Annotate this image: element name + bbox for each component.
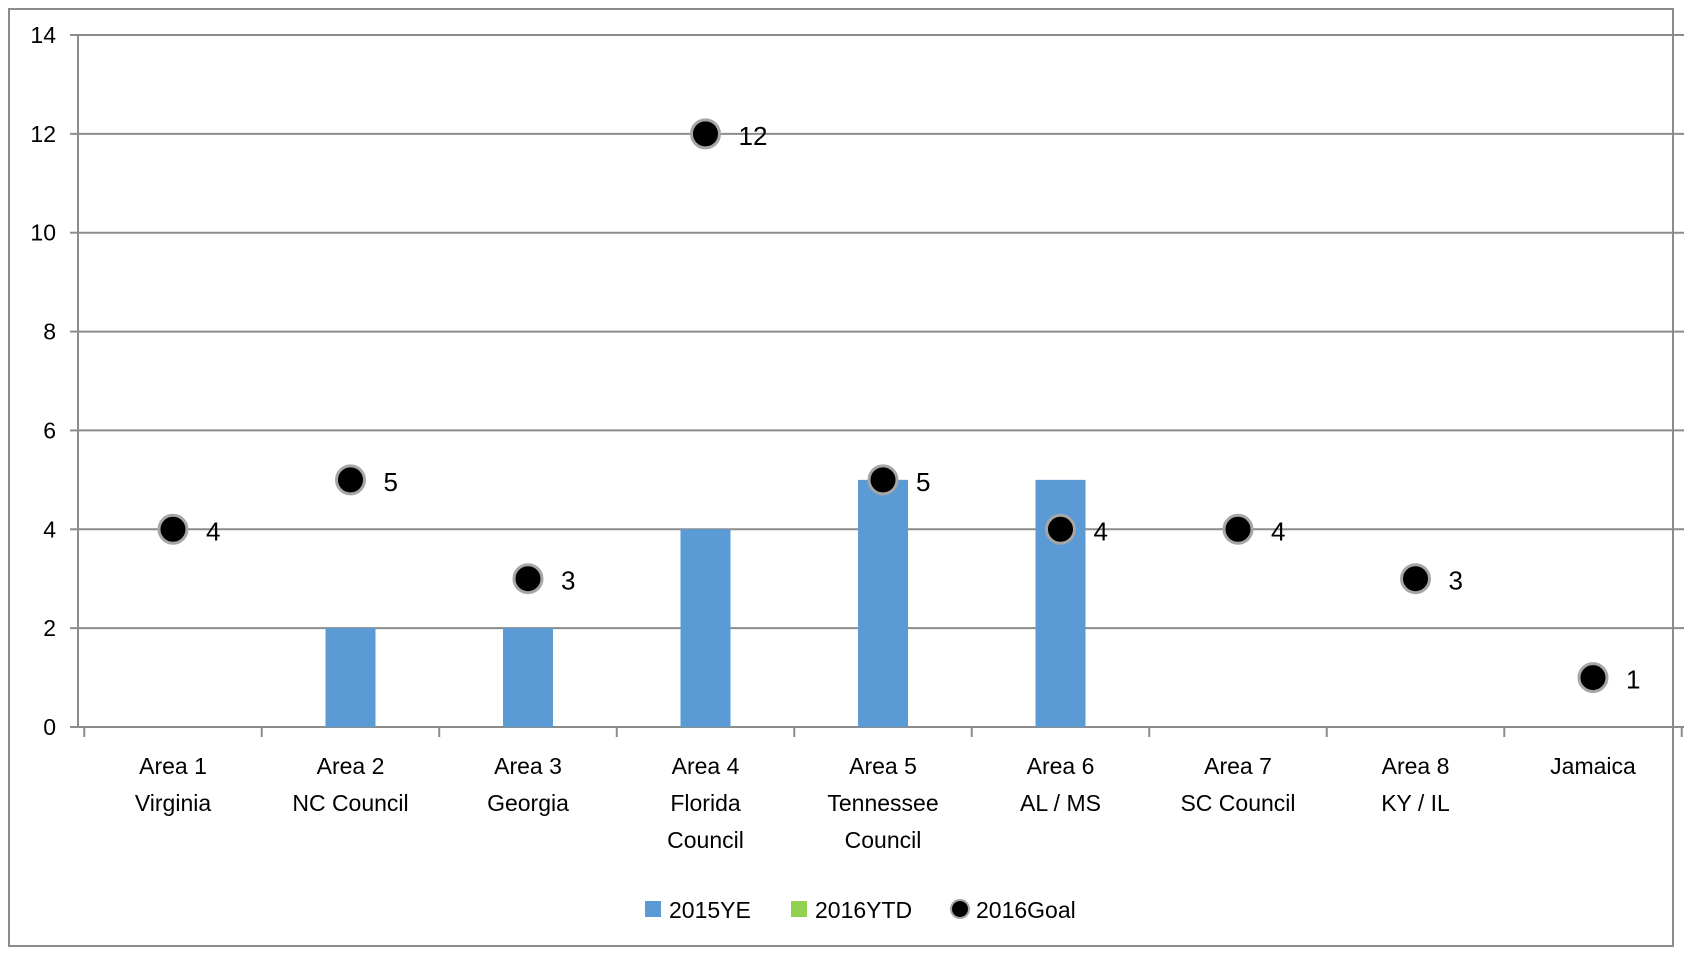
y-tick-label: 0	[43, 714, 56, 740]
x-category-line: Area 8	[1382, 753, 1450, 779]
x-category-label: Area 3 Georgia	[487, 753, 569, 816]
bar-2015YE	[680, 529, 731, 727]
y-tick-label: 12	[30, 121, 56, 147]
x-category-line: Jamaica	[1550, 753, 1636, 779]
x-category-label: Area 2 NC Council	[292, 753, 408, 816]
x-category-label: Area 5 Tennessee Council	[827, 753, 938, 853]
goal-marker	[690, 118, 721, 150]
x-category-line: Area 4	[672, 753, 740, 779]
legend-label: 2016YTD	[815, 897, 912, 923]
x-category-line: Georgia	[487, 790, 569, 816]
legend-swatch-2016YTD	[791, 901, 807, 917]
data-label: 12	[739, 121, 768, 151]
x-category-line: SC Council	[1180, 790, 1295, 816]
data-label: 4	[1271, 516, 1285, 546]
data-label: 5	[916, 467, 930, 497]
x-category-label: Jamaica	[1550, 753, 1636, 779]
data-label: 3	[561, 566, 575, 596]
x-category-line: Council	[667, 827, 744, 853]
goal-marker	[1577, 662, 1609, 694]
x-category-line: Area 7	[1204, 753, 1272, 779]
data-label: 1	[1626, 665, 1640, 695]
legend-label: 2015YE	[669, 897, 751, 923]
y-tick-label: 4	[43, 516, 56, 542]
y-tick-label: 10	[30, 220, 56, 246]
x-category-label: Area 6 AL / MS	[1020, 753, 1101, 816]
chart-area	[8, 8, 1674, 947]
bar-series	[325, 479, 1086, 727]
goal-markers	[157, 118, 1609, 694]
x-category-line: Tennessee	[827, 790, 938, 816]
y-tick-label: 2	[43, 615, 56, 641]
x-category-line: KY / IL	[1381, 790, 1450, 816]
goal-marker	[867, 464, 899, 496]
x-category-label: Area 7 SC Council	[1180, 753, 1295, 816]
goal-marker	[335, 464, 366, 496]
x-axis-categories: Area 1 Virginia Area 2 NC Council Area 3 Geor…	[135, 753, 1636, 853]
data-labels: 4 5 3 12 5 4 4 3 1	[206, 121, 1640, 695]
goal-marker	[1222, 513, 1254, 545]
y-axis-ticks: 0 2 4 6 8 10 12 14	[30, 22, 56, 740]
goal-marker	[1400, 563, 1431, 595]
x-category-line: Area 1	[139, 753, 207, 779]
x-category-line: Florida	[670, 790, 741, 816]
x-category-line: Area 6	[1027, 753, 1095, 779]
data-label: 4	[206, 516, 220, 546]
y-tick-label: 14	[30, 22, 56, 48]
x-category-label: Area 8 KY / IL	[1381, 753, 1450, 816]
legend-label: 2016Goal	[976, 897, 1076, 923]
legend: 2015YE 2016YTD 2016Goal	[645, 897, 1076, 923]
x-category-label: Area 4 Florida Council	[667, 753, 744, 853]
legend-marker-2016Goal	[950, 899, 970, 919]
legend-swatch-2015YE	[645, 901, 661, 917]
bar-2015YE	[325, 628, 376, 727]
data-label: 4	[1094, 516, 1108, 546]
goal-marker	[512, 563, 544, 595]
data-label: 3	[1449, 566, 1463, 596]
x-category-line: AL / MS	[1020, 790, 1101, 816]
data-label: 5	[384, 467, 398, 497]
y-tick-label: 6	[43, 417, 56, 443]
x-category-label: Area 1 Virginia	[135, 753, 211, 816]
bar-2015YE	[503, 628, 553, 727]
x-category-line: Virginia	[135, 790, 211, 816]
goal-marker	[1045, 513, 1076, 545]
x-category-line: Area 2	[317, 753, 385, 779]
x-category-line: NC Council	[292, 790, 408, 816]
bar-2015YE	[858, 479, 908, 727]
x-category-line: Council	[845, 827, 922, 853]
y-tick-label: 8	[43, 319, 56, 345]
goal-marker	[157, 513, 189, 545]
x-category-line: Area 5	[849, 753, 917, 779]
x-category-line: Area 3	[494, 753, 562, 779]
